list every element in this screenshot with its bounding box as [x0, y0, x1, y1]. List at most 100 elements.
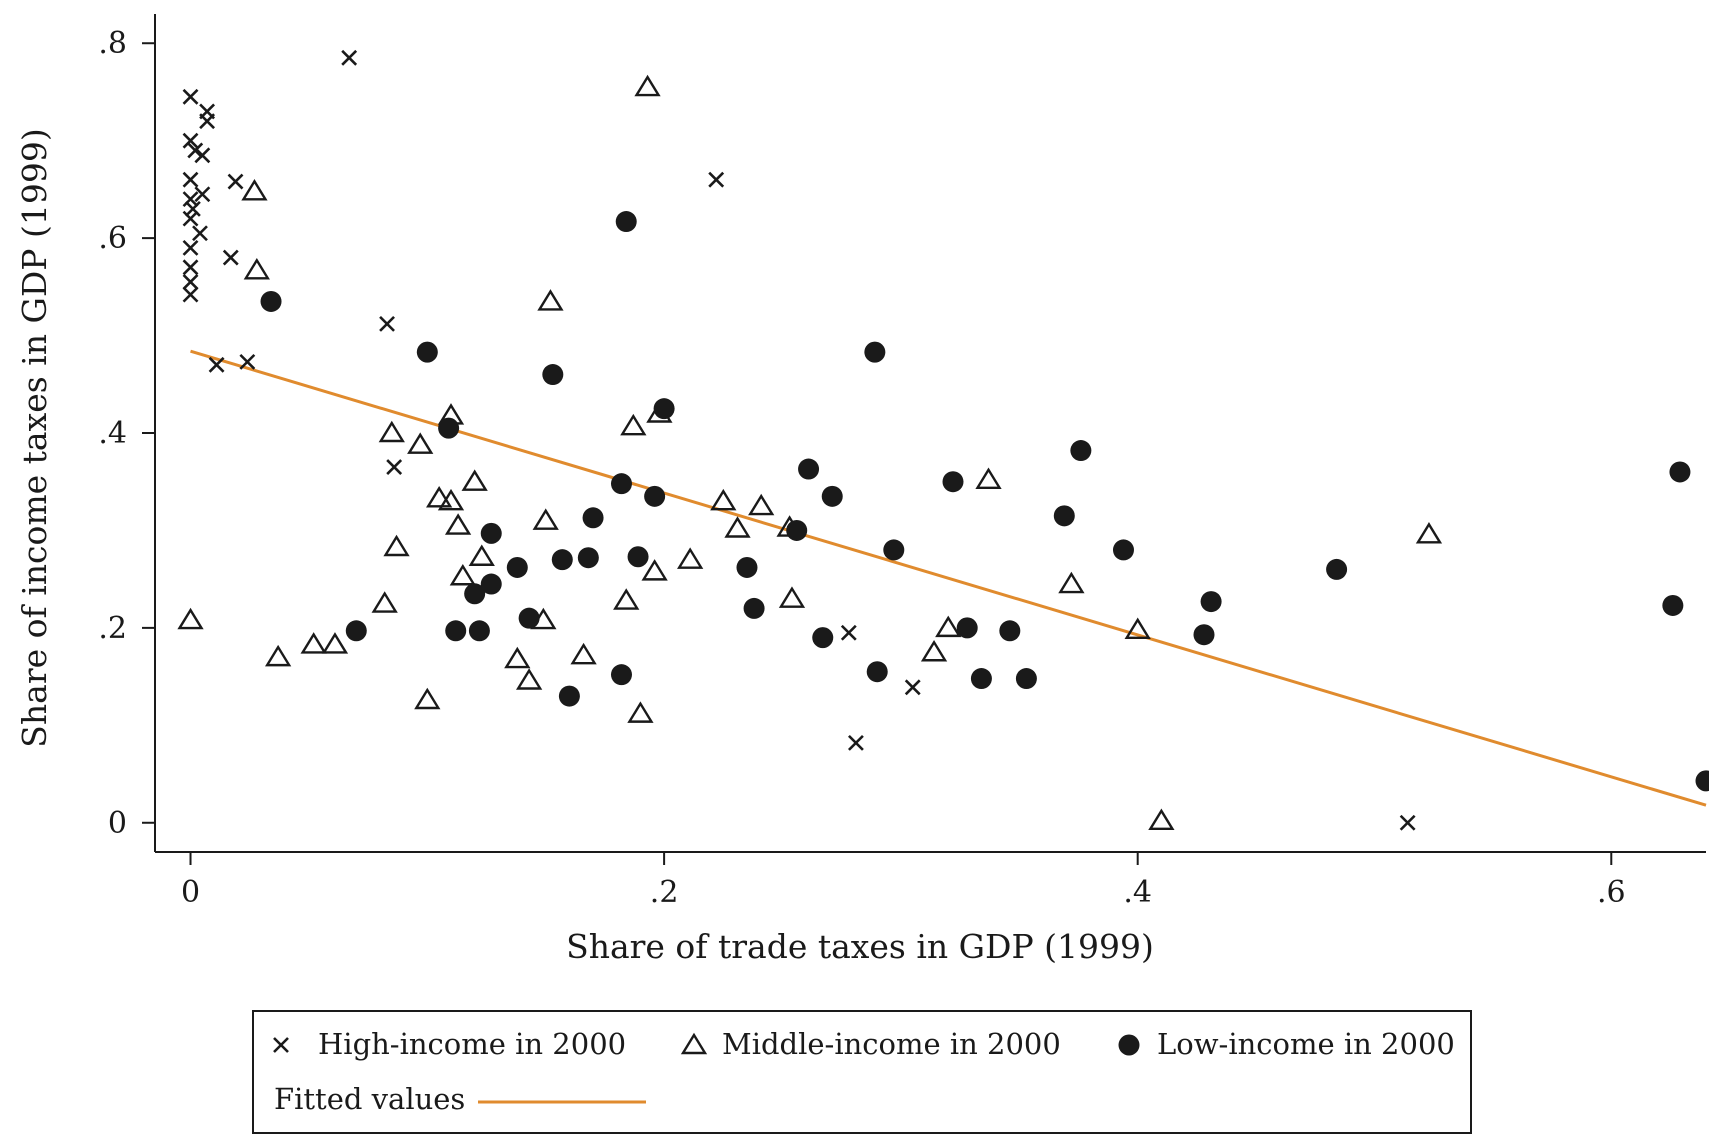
low-income-point — [468, 620, 490, 642]
y-tick-label: .4 — [98, 416, 127, 451]
fitted-line-layer — [190, 349, 1707, 807]
high-income-point — [222, 249, 239, 266]
low-income-point — [610, 473, 632, 495]
low-income-point — [445, 620, 467, 642]
high-income-point — [386, 459, 403, 476]
legend-label-high-income: High-income in 2000 — [318, 1027, 626, 1061]
middle-income-point — [241, 179, 268, 201]
middle-income-point — [1124, 617, 1151, 640]
middle-income-point — [975, 467, 1002, 489]
middle-income-point — [461, 469, 488, 491]
high-income-point — [182, 191, 199, 208]
high-income-point — [187, 142, 204, 159]
low-income-point — [883, 539, 905, 561]
middle-income-point — [724, 516, 751, 538]
middle-income-point — [1148, 808, 1175, 831]
middle-income-point — [1058, 571, 1085, 594]
middle-income-point — [634, 74, 661, 97]
middle-income-point — [613, 588, 640, 610]
high-income-point — [904, 679, 921, 696]
high-income-point — [182, 259, 199, 276]
low-income-point — [582, 507, 604, 529]
y-tick-label: .2 — [98, 611, 127, 646]
legend-high-income-symbol — [273, 1037, 289, 1053]
y-tick-label: .6 — [98, 221, 127, 256]
middle-income-point — [710, 488, 737, 511]
low-income-point — [577, 547, 599, 569]
middle-income-point — [778, 586, 806, 608]
low-income-point — [1326, 558, 1348, 580]
high-income-point — [847, 734, 864, 751]
middle-income-point — [437, 488, 465, 511]
y-axis-title: Share of income taxes in GDP (1999) — [15, 128, 54, 747]
low-income-point — [999, 620, 1021, 642]
axes — [154, 14, 1706, 853]
y-ticks: 0 .2 .4 .6 .8 — [98, 26, 155, 841]
legend: High-income in 2000 Middle-income in 200… — [252, 1010, 1472, 1134]
low-income-point — [260, 290, 282, 312]
low-income-point — [464, 583, 486, 605]
low-income-point — [1053, 505, 1075, 527]
middle-income-point — [444, 513, 472, 535]
middle-income-point — [371, 591, 398, 613]
legend-item-middle-income: Middle-income in 2000 — [680, 1027, 1061, 1061]
middle-income-point — [1415, 522, 1443, 544]
low-income-point — [736, 556, 758, 578]
low-income-point — [644, 485, 666, 507]
legend-circle-marker — [1118, 1034, 1140, 1056]
low-income-point — [416, 341, 438, 363]
y-tick-label: .8 — [98, 26, 127, 61]
legend-item-fitted-values: Fitted values — [274, 1082, 646, 1116]
middle-income-point — [177, 607, 204, 630]
high-income-point — [182, 171, 199, 188]
x-ticks: 0 .2 .4 .6 — [181, 852, 1626, 910]
high-income-point — [182, 274, 199, 290]
low-income-point — [480, 522, 502, 544]
fitted-values-line — [190, 349, 1707, 807]
middle-income-point — [300, 632, 327, 654]
middle-income-point — [920, 639, 948, 662]
low-income-point — [610, 664, 632, 686]
middle-income-point — [515, 668, 543, 690]
low-income-point — [615, 211, 637, 233]
legend-item-high-income: High-income in 2000 — [273, 1027, 626, 1061]
middle-income-point — [532, 508, 559, 530]
x-axis-title: Share of trade taxes in GDP (1999) — [566, 927, 1154, 966]
middle-income-point — [264, 644, 292, 667]
low-income-point — [786, 519, 808, 541]
low-income-point — [345, 620, 367, 642]
legend-low-income-symbol — [1118, 1034, 1140, 1056]
middle-income-point — [243, 257, 270, 280]
high-income-point — [194, 186, 211, 203]
legend-triangle-marker — [680, 1032, 708, 1055]
middle-income-point — [468, 544, 495, 566]
low-income-point — [970, 668, 992, 690]
low-income-point — [956, 617, 978, 639]
low-income-point — [551, 549, 573, 571]
middle-income-point — [677, 547, 704, 569]
low-income-point — [627, 546, 649, 568]
high-income-point — [840, 624, 857, 641]
middle-income-point — [321, 632, 349, 654]
high-income-point — [1399, 814, 1416, 831]
middle-income-point — [570, 642, 597, 665]
high-income-point — [192, 225, 208, 242]
x-tick-label: .4 — [1123, 875, 1152, 910]
points-layer — [177, 49, 1709, 831]
high-income-point — [239, 353, 256, 370]
high-income-point — [227, 173, 244, 190]
high-income-point — [182, 239, 199, 256]
middle-income-point — [383, 534, 410, 557]
x-tick-label: .2 — [650, 875, 679, 910]
middle-income-point — [414, 687, 441, 710]
middle-income-point — [620, 413, 647, 436]
low-income-point — [864, 341, 886, 363]
legend-label-fitted-values: Fitted values — [274, 1082, 465, 1116]
low-income-point — [558, 685, 580, 707]
legend-label-low-income: Low-income in 2000 — [1157, 1027, 1455, 1061]
low-income-point — [1193, 624, 1215, 646]
middle-income-point — [641, 559, 668, 581]
x-tick-label: .6 — [1597, 875, 1626, 910]
low-income-point — [1662, 594, 1684, 616]
middle-income-point — [378, 420, 405, 443]
